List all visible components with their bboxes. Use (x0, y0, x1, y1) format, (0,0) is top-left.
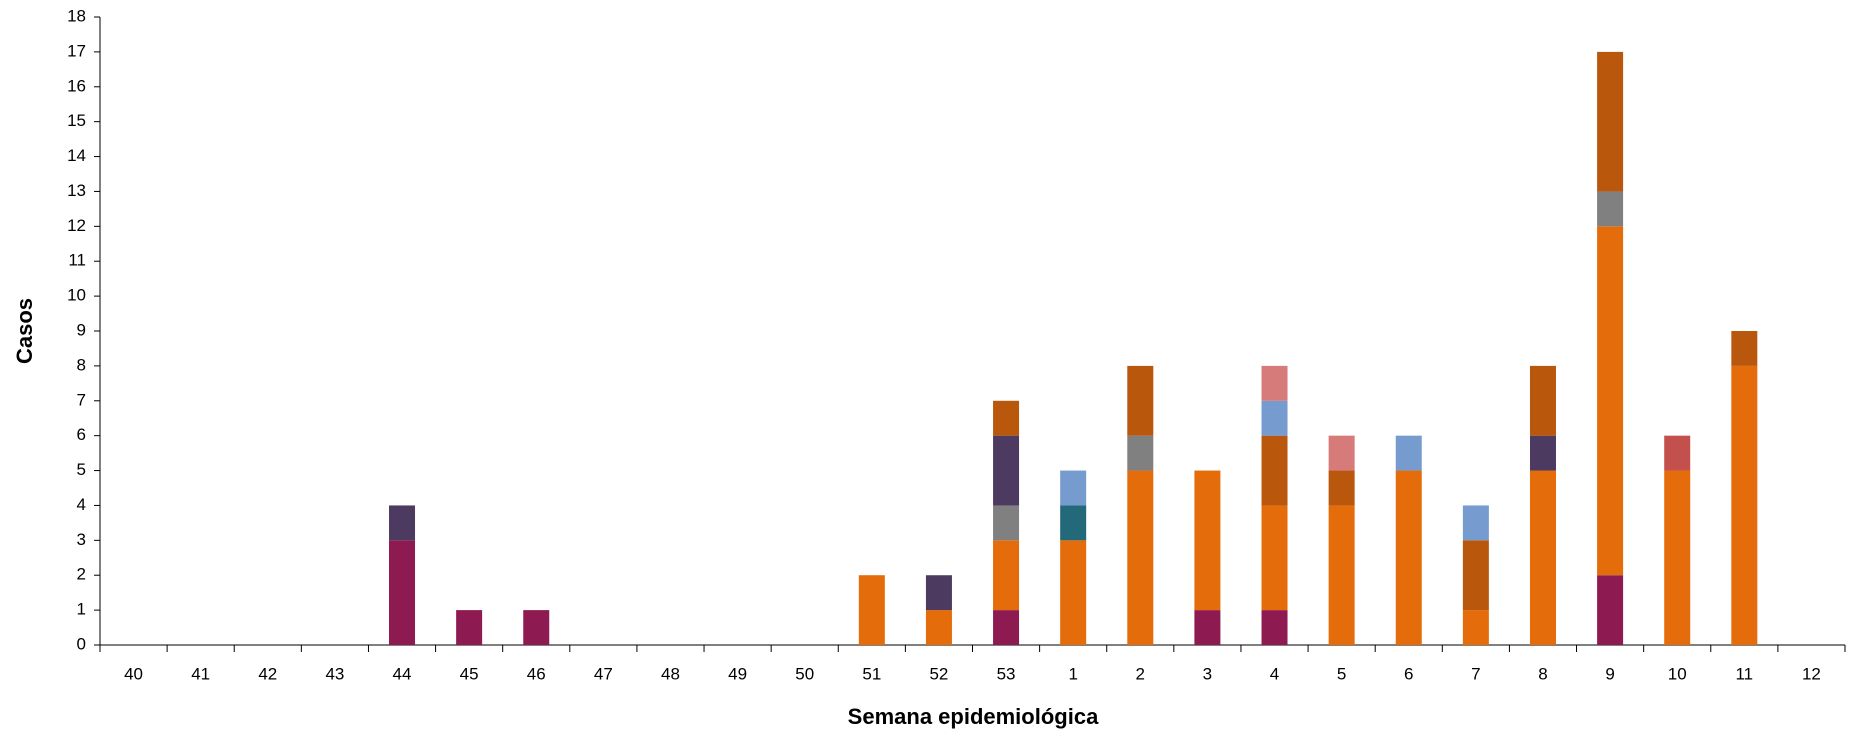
y-tick-label: 3 (77, 530, 86, 549)
bar-segment (858, 575, 885, 645)
x-tick-label: 47 (594, 664, 613, 683)
x-tick-label: 48 (661, 664, 680, 683)
x-tick-label: 7 (1471, 664, 1480, 683)
y-axis-title: Casos (12, 298, 37, 364)
bar-segment (1261, 400, 1288, 436)
bar-segment (1597, 51, 1624, 192)
y-tick-label: 18 (67, 6, 86, 25)
bar-segment (1597, 575, 1624, 645)
bar-segment (1664, 435, 1691, 471)
x-tick-label: 6 (1404, 664, 1413, 683)
y-tick-label: 16 (67, 76, 86, 95)
bar-segment (1731, 331, 1758, 366)
bar-segment (1529, 365, 1556, 436)
x-axis-title: Semana epidemiológica (848, 704, 1099, 729)
bar-segment (1328, 470, 1355, 506)
x-tick-label: 44 (393, 664, 412, 683)
bar-segment (1462, 610, 1489, 645)
y-tick-label: 13 (67, 181, 86, 200)
bar-segment (1261, 505, 1288, 611)
y-tick-label: 11 (68, 251, 86, 270)
bar-segment (1731, 365, 1758, 645)
bar-segment (1127, 365, 1154, 436)
bar-segment (993, 400, 1020, 436)
bar-segment (389, 540, 416, 645)
x-tick-label: 1 (1068, 664, 1077, 683)
y-tick-label: 1 (77, 600, 86, 619)
bar-segment (1060, 505, 1087, 541)
x-tick-label: 52 (929, 664, 948, 683)
bar-segment (1395, 470, 1422, 645)
y-tick-label: 10 (67, 286, 86, 305)
y-tick-label: 0 (77, 634, 86, 653)
x-tick-label: 5 (1337, 664, 1346, 683)
x-tick-label: 10 (1668, 664, 1687, 683)
bar-segment (1194, 610, 1221, 645)
bar-segment (925, 575, 952, 611)
bar-segment (1194, 470, 1221, 611)
bar-segment (1261, 610, 1288, 645)
x-tick-label: 53 (997, 664, 1016, 683)
y-tick-label: 8 (77, 355, 86, 374)
bar-segment (1328, 435, 1355, 471)
bar-segment (389, 505, 416, 541)
y-tick-label: 2 (77, 565, 86, 584)
x-tick-label: 45 (460, 664, 479, 683)
y-tick-label: 14 (67, 146, 86, 165)
x-tick-label: 49 (728, 664, 747, 683)
x-tick-label: 41 (191, 664, 210, 683)
bar-segment (1127, 435, 1154, 471)
y-tick-label: 7 (77, 390, 86, 409)
y-tick-label: 17 (67, 41, 86, 60)
bar-segment (1597, 191, 1624, 227)
y-tick-label: 9 (77, 320, 86, 339)
y-tick-label: 5 (77, 460, 86, 479)
x-tick-label: 42 (258, 664, 277, 683)
x-tick-label: 51 (862, 664, 881, 683)
bar-segment (1060, 540, 1087, 645)
bar-segment (993, 505, 1020, 541)
bar-segment (1127, 470, 1154, 645)
x-tick-label: 11 (1735, 664, 1753, 683)
x-tick-label: 9 (1605, 664, 1614, 683)
bar-segment (1261, 435, 1288, 506)
bar-segment (1529, 435, 1556, 471)
bar-segment (925, 610, 952, 645)
bar-segment (1462, 540, 1489, 611)
x-tick-label: 46 (527, 664, 546, 683)
bar-segment (456, 610, 483, 645)
bar-segment (1328, 505, 1355, 645)
bar-segment (1395, 435, 1422, 471)
y-tick-label: 12 (67, 216, 86, 235)
bar-segment (1060, 470, 1087, 506)
bar-segment (993, 435, 1020, 506)
bar-segment (1529, 470, 1556, 645)
bar-segment (1597, 226, 1624, 576)
bar-segment (1261, 365, 1288, 401)
x-tick-label: 4 (1270, 664, 1279, 683)
bar-segment (993, 540, 1020, 611)
x-tick-label: 43 (325, 664, 344, 683)
x-tick-label: 40 (124, 664, 143, 683)
y-tick-label: 6 (77, 425, 86, 444)
bar-segment (1664, 470, 1691, 645)
bar-segment (1462, 505, 1489, 541)
bar-segment (523, 610, 550, 645)
y-tick-label: 15 (67, 111, 86, 130)
x-tick-label: 8 (1538, 664, 1547, 683)
x-tick-label: 50 (795, 664, 814, 683)
bar-segment (993, 610, 1020, 645)
x-tick-label: 12 (1802, 664, 1821, 683)
y-tick-label: 4 (77, 495, 86, 514)
x-tick-label: 2 (1136, 664, 1145, 683)
x-tick-label: 3 (1203, 664, 1212, 683)
